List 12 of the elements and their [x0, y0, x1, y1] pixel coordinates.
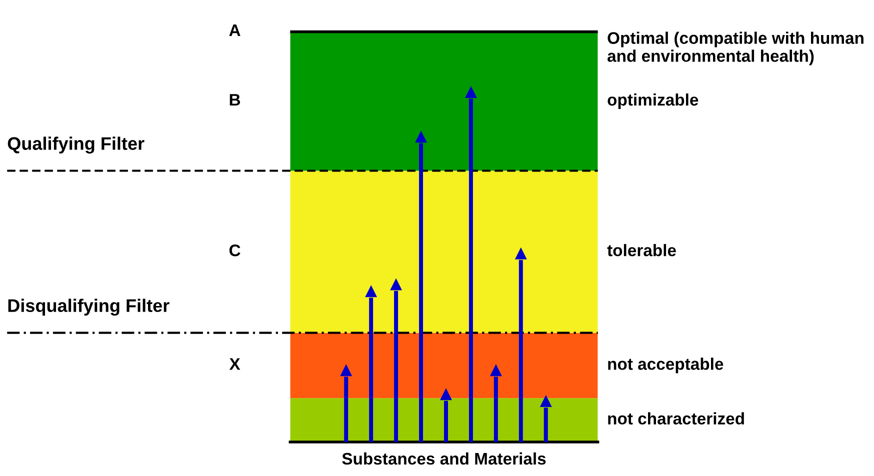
text: C — [229, 244, 240, 256]
x-axis-title: Substances and Materials — [342, 452, 546, 465]
ref-line-label: Optimal (compatible with human and environmental health) — [608, 32, 864, 66]
text: A — [229, 24, 240, 36]
text: B — [230, 94, 240, 106]
text: X — [229, 358, 240, 370]
ref-line-label: Qualifying Filter — [8, 136, 144, 154]
band-label: optimizable — [608, 93, 698, 109]
band-label: tolerable — [607, 244, 676, 256]
ref-line-label: Disqualifying Filter — [8, 298, 170, 316]
band-label: not characterized — [608, 412, 744, 425]
band-label: not acceptable — [608, 358, 724, 374]
